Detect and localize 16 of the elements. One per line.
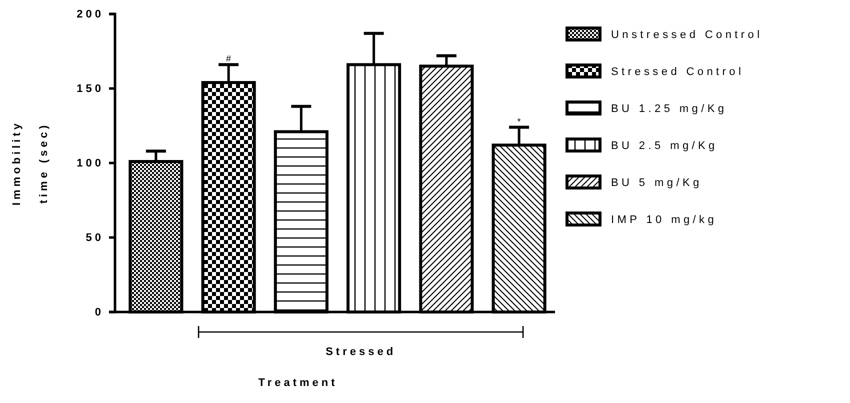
legend-label: IMP 10 mg/kg (611, 214, 718, 226)
legend-label: BU 5 mg/Kg (611, 177, 702, 189)
y-tick-label: 100 (76, 158, 104, 170)
y-tick-label: 50 (86, 232, 104, 244)
annotation: # (226, 54, 232, 64)
text: Treatment (258, 377, 338, 389)
legend-label: Unstressed Control (611, 29, 763, 41)
annotation: * (517, 116, 522, 126)
text: Stressed (326, 346, 396, 358)
y-tick-label: 200 (76, 8, 104, 21)
y-tick-label: 0 (94, 306, 104, 319)
legend-label: BU 1.25 mg/Kg (611, 103, 728, 115)
legend-label: Stressed Control (611, 66, 744, 78)
text: Immobility time (sec) (11, 120, 50, 206)
legend-label: BU 2.5 mg/Kg (611, 140, 718, 152)
y-tick-label: 150 (76, 83, 104, 96)
